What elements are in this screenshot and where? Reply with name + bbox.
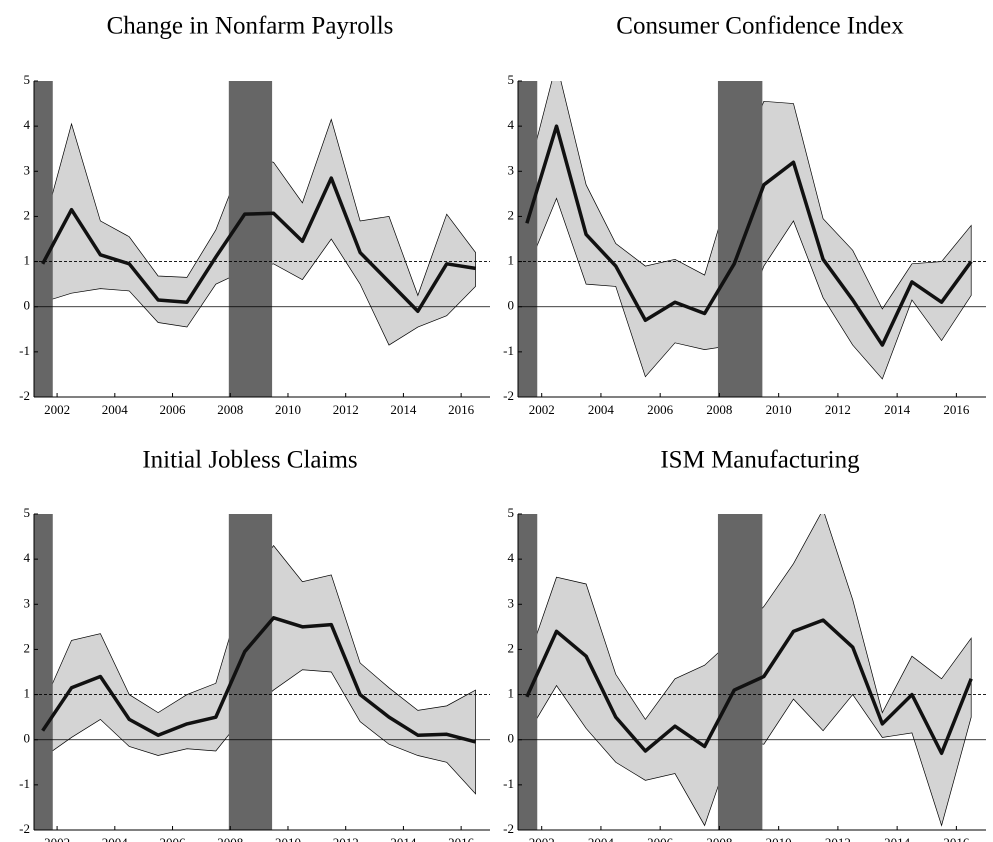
x-tick-label: 2016 xyxy=(448,402,475,417)
plot-area xyxy=(34,81,490,397)
x-tick-label: 2004 xyxy=(102,402,129,417)
y-tick-label: 4 xyxy=(24,550,31,565)
x-tick-label: 2006 xyxy=(160,402,187,417)
x-tick-label: 2006 xyxy=(647,835,674,842)
panel: ISM Manufacturing -2 -1 0 1 2 3 4 5 2002 2004 2006 2… xyxy=(503,447,986,842)
y-tick-label: 3 xyxy=(24,162,31,177)
y-tick-label: -1 xyxy=(503,343,514,358)
x-tick-label: 2012 xyxy=(333,835,359,842)
plot-area xyxy=(518,514,986,830)
x-tick-label: 2012 xyxy=(333,402,359,417)
y-tick-label: 4 xyxy=(24,117,31,132)
y-tick-label: 5 xyxy=(508,505,515,520)
y-tick-label: -2 xyxy=(19,388,30,403)
y-tick-label: 2 xyxy=(24,207,31,222)
y-tick-label: -1 xyxy=(19,343,30,358)
y-tick-label: 1 xyxy=(508,253,515,268)
mean-line xyxy=(41,616,477,744)
panel-title: Consumer Confidence Index xyxy=(616,13,904,40)
y-tick-label: 2 xyxy=(508,207,515,222)
recession-shade xyxy=(34,514,53,830)
x-tick-label: 2010 xyxy=(766,835,792,842)
x-tick-label: 2014 xyxy=(390,402,417,417)
panel-title: Change in Nonfarm Payrolls xyxy=(107,13,394,40)
x-tick-label: 2004 xyxy=(102,835,129,842)
x-tick-label: 2016 xyxy=(943,402,970,417)
x-tick-label: 2002 xyxy=(44,402,70,417)
x-tick-label: 2006 xyxy=(160,835,187,842)
x-tick-label: 2002 xyxy=(529,402,555,417)
x-tick-label: 2002 xyxy=(529,835,555,842)
y-tick-label: 3 xyxy=(24,595,31,610)
x-tick-label: 2014 xyxy=(390,835,417,842)
y-tick-label: -1 xyxy=(19,776,30,791)
y-tick-label: 0 xyxy=(24,731,31,746)
y-tick-label: 4 xyxy=(508,550,515,565)
plot-area xyxy=(518,81,986,397)
y-tick-label: 0 xyxy=(508,298,515,313)
x-tick-label: 2008 xyxy=(217,835,243,842)
x-tick-label: 2012 xyxy=(825,402,851,417)
y-tick-label: -2 xyxy=(503,821,514,836)
x-tick-label: 2008 xyxy=(706,402,732,417)
x-tick-label: 2010 xyxy=(275,402,301,417)
mean-line xyxy=(525,124,973,347)
panel-title: ISM Manufacturing xyxy=(660,447,860,474)
mean-line xyxy=(525,618,973,756)
y-tick-label: 1 xyxy=(24,686,31,701)
panel: Initial Jobless Claims -2 -1 0 1 2 3 4 5 2002 2004… xyxy=(19,447,490,842)
panel: Consumer Confidence Index -2 -1 0 1 2 3 4 5 2002 2… xyxy=(503,13,986,417)
mean-line xyxy=(41,176,476,313)
x-tick-label: 2012 xyxy=(825,835,851,842)
y-tick-label: -1 xyxy=(503,776,514,791)
x-tick-label: 2006 xyxy=(647,402,674,417)
x-tick-label: 2008 xyxy=(217,402,243,417)
x-tick-label: 2014 xyxy=(884,402,911,417)
plot-area xyxy=(34,514,490,830)
x-tick-label: 2004 xyxy=(588,402,615,417)
x-tick-label: 2016 xyxy=(448,835,475,842)
panel-title: Initial Jobless Claims xyxy=(142,447,357,474)
x-tick-label: 2004 xyxy=(588,835,615,842)
y-tick-label: 0 xyxy=(24,298,31,313)
recession-shade xyxy=(518,514,538,830)
y-tick-label: 5 xyxy=(24,72,31,87)
y-tick-label: 5 xyxy=(24,505,31,520)
y-tick-label: 2 xyxy=(508,640,515,655)
y-tick-label: 3 xyxy=(508,162,515,177)
y-tick-label: 3 xyxy=(508,595,515,610)
x-tick-label: 2016 xyxy=(943,835,970,842)
recession-shade xyxy=(717,81,763,397)
y-tick-label: 0 xyxy=(508,731,515,746)
y-tick-label: 5 xyxy=(508,72,515,87)
panel: Change in Nonfarm Payrolls -2 -1 0 1 2 3 4 5 2002… xyxy=(19,13,490,417)
recession-shade xyxy=(228,81,273,397)
y-tick-label: 2 xyxy=(24,640,31,655)
x-tick-label: 2008 xyxy=(706,835,732,842)
x-tick-label: 2010 xyxy=(275,835,301,842)
recession-shade xyxy=(717,514,763,830)
x-tick-label: 2010 xyxy=(766,402,792,417)
y-tick-label: 1 xyxy=(508,686,515,701)
recession-shade xyxy=(34,81,53,397)
x-tick-label: 2014 xyxy=(884,835,911,842)
y-tick-label: -2 xyxy=(503,388,514,403)
y-tick-label: 4 xyxy=(508,117,515,132)
recession-shade xyxy=(518,81,538,397)
y-tick-label: 1 xyxy=(24,253,31,268)
x-tick-label: 2002 xyxy=(44,835,70,842)
y-tick-label: -2 xyxy=(19,821,30,836)
